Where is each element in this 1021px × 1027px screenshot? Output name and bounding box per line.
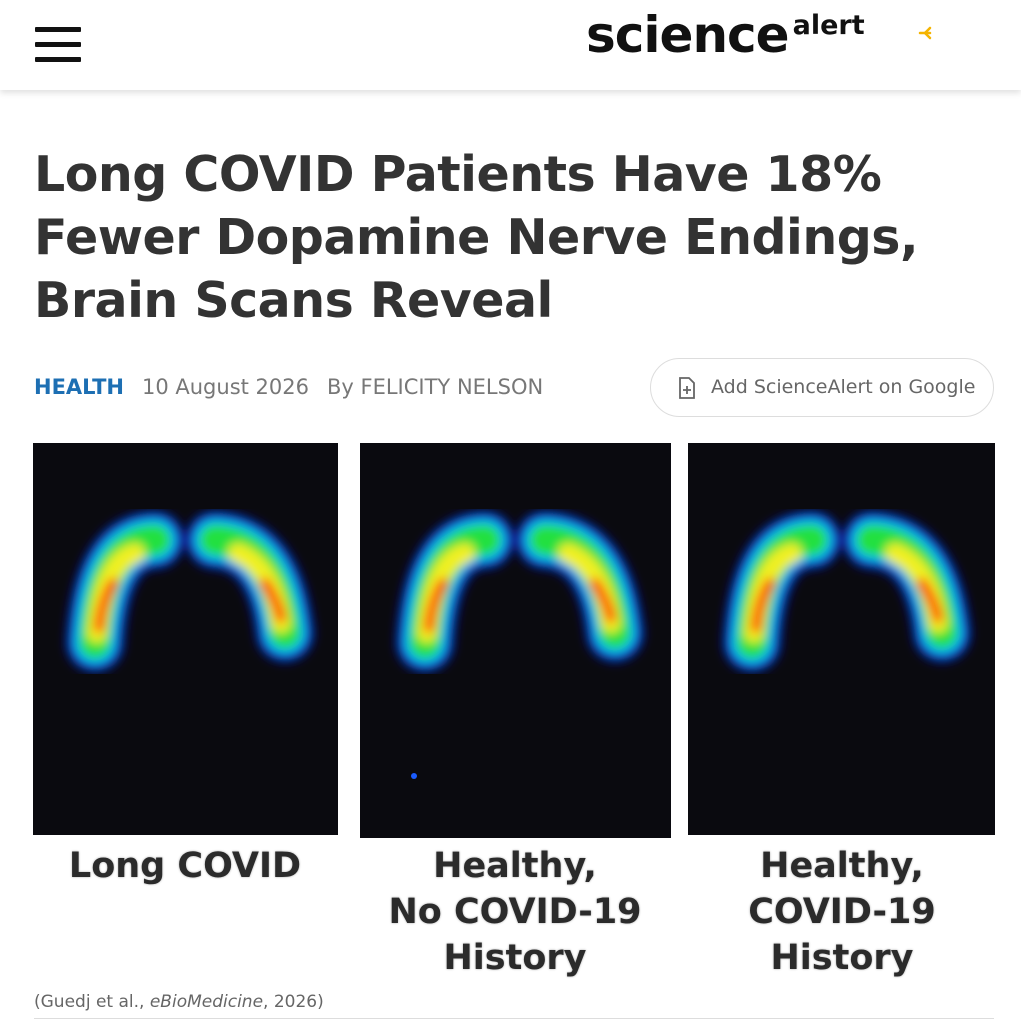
site-header: science alert (0, 0, 1021, 90)
caption-line: History (443, 938, 587, 978)
caption-line: History (770, 938, 914, 978)
credit-text: , 2026) (263, 992, 324, 1012)
caption-line: Healthy, (760, 846, 924, 886)
image-credit: (Guedj et al., eBioMedicine, 2026) (34, 992, 324, 1012)
article-meta: HEALTH 10 August 2026 By FELICITY NELSON (34, 375, 543, 399)
logo-star (918, 26, 932, 40)
byline[interactable]: By FELICITY NELSON (327, 375, 544, 399)
panel-caption: Healthy, No COVID-19 History (355, 843, 675, 981)
panel-caption: Healthy, COVID-19 History (682, 843, 1002, 981)
credit-text: (Guedj et al., (34, 992, 150, 1012)
brain-scans (33, 443, 995, 838)
google-button[interactable]: Add ScienceAlert on Google (650, 358, 994, 417)
panel-caption: Long COVID (25, 843, 345, 889)
logo[interactable]: science alert (586, 6, 865, 64)
publish-date: 10 August 2026 (141, 375, 309, 399)
caption-line: Healthy, (433, 846, 597, 886)
credit-journal: eBioMedicine (149, 992, 264, 1012)
divider (34, 1018, 994, 1019)
logo-suffix: alert (792, 10, 865, 41)
caption-line: No COVID-19 (388, 892, 642, 932)
logo-text: science (586, 6, 790, 64)
article-title: Long COVID Patients Have 18% Fewer Dopam… (34, 146, 919, 329)
figure (0, 443, 1021, 847)
add-icon (679, 377, 695, 399)
category-link[interactable]: HEALTH (34, 375, 124, 399)
caption-line: Long COVID (68, 846, 302, 886)
caption-line: COVID-19 (748, 892, 936, 932)
google-button-label: Add ScienceAlert on Google (711, 376, 976, 398)
